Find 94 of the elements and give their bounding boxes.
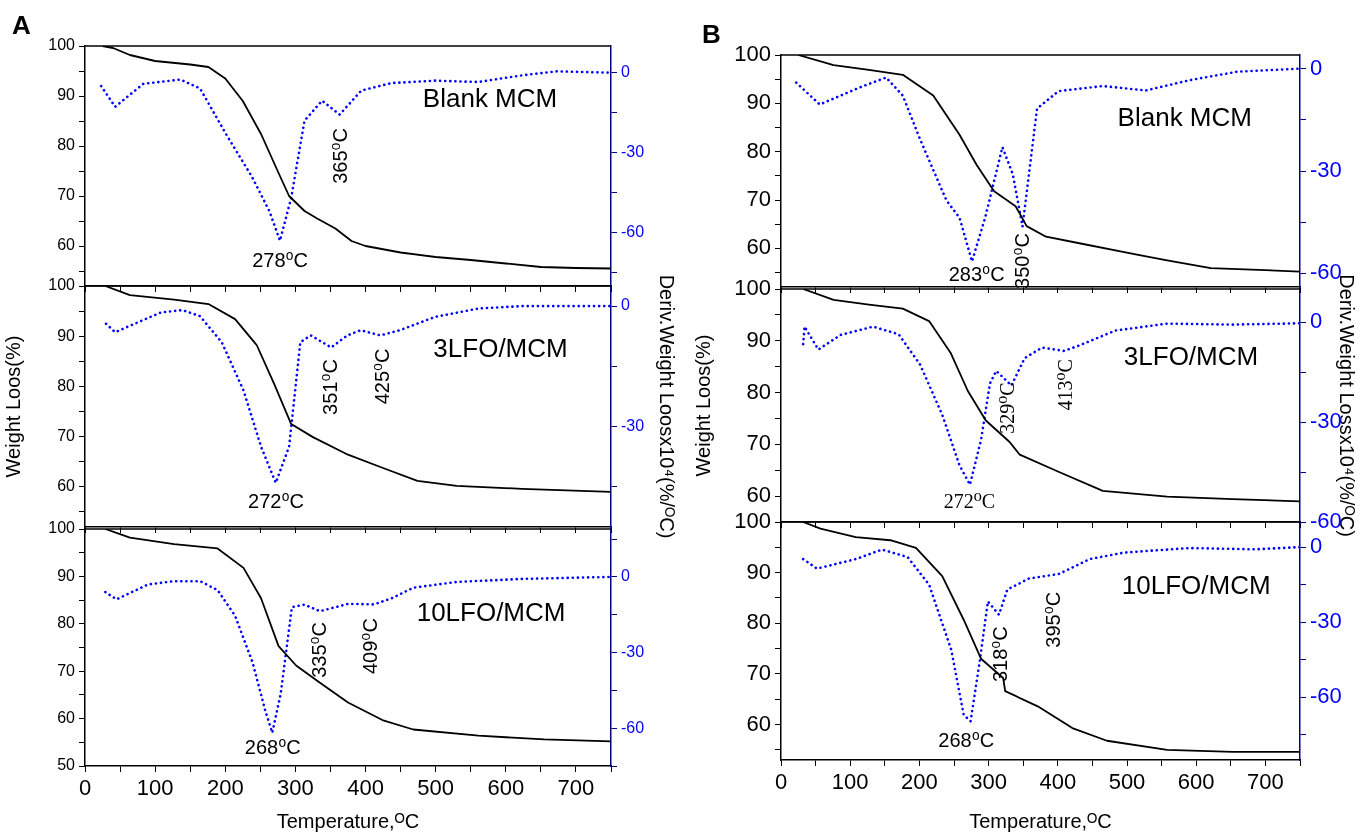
x-tick-label: 600: [1177, 769, 1215, 795]
line-series: [99, 70, 611, 242]
y2-tick-label: 0: [621, 63, 630, 81]
x-tick-label: 100: [831, 769, 869, 795]
x-tick-label: 200: [901, 769, 938, 795]
annotation: Blank MCM: [1117, 102, 1252, 133]
y-tick-label: 100: [734, 275, 771, 301]
y-tick-label: 80: [746, 137, 771, 163]
y-axis-title: Weight Loos(%): [1, 335, 24, 478]
annotation: 335⁰C: [307, 621, 330, 678]
annotation: 3LFO/MCM: [433, 332, 568, 363]
annotation: 365⁰C: [328, 128, 351, 184]
y2-tick-label: -60: [621, 223, 645, 241]
chart-title: A: [12, 10, 31, 40]
x-tick-label: 100: [136, 775, 174, 801]
y2-tick-label: 0: [1310, 308, 1323, 334]
y2-tick-label: -60: [621, 718, 645, 736]
annotation: 283⁰C: [948, 263, 1005, 286]
y-tick-label: 60: [57, 236, 76, 254]
annotation: 425⁰C: [370, 348, 393, 405]
y2-tick-label: -30: [1310, 157, 1342, 183]
y-tick-label: 80: [57, 376, 76, 394]
y-tick-label: 70: [57, 661, 76, 679]
annotation: 318⁰C: [988, 626, 1011, 683]
line-series: [801, 545, 1300, 723]
y2-tick-label: 0: [621, 296, 630, 314]
y2-axis-title: Deriv.Weight Loosx10⁴(%/ᴼC): [656, 274, 679, 539]
y-axis-title: Weight Loos(%): [691, 334, 714, 477]
y-tick-label: 90: [57, 86, 76, 104]
y-tick-label: 100: [734, 508, 771, 534]
annotation: Blank MCM: [422, 83, 558, 114]
x-tick-label: 200: [206, 775, 244, 801]
x-tick-label: 0: [78, 775, 92, 801]
y-tick-label: 90: [746, 558, 771, 584]
annotation: 278⁰C: [252, 248, 309, 271]
y-tick-label: 60: [57, 477, 76, 495]
y-tick-label: 80: [746, 378, 771, 404]
y2-tick-label: 0: [1310, 533, 1323, 559]
y-tick-label: 90: [746, 89, 771, 115]
y-tick-label: 80: [746, 609, 771, 635]
annotation: 272⁰C: [248, 490, 304, 513]
y-tick-label: 60: [57, 709, 76, 727]
y-tick-label: 100: [734, 41, 771, 67]
x-tick-label: 0: [774, 769, 788, 795]
annotation: 268⁰C: [244, 736, 301, 759]
y-tick-label: 70: [746, 186, 771, 212]
annotation: 268⁰C: [938, 729, 995, 752]
annotation: 272⁰C: [943, 489, 996, 512]
x-tick-label: 500: [417, 775, 455, 801]
x-axis-title: Temperature,ᴼC: [969, 809, 1112, 832]
x-tick-label: 700: [1247, 769, 1284, 795]
annotation: 409⁰C: [359, 618, 382, 674]
y-tick-label: 70: [746, 659, 771, 685]
y-tick-label: 60: [746, 234, 771, 260]
y2-tick-label: -60: [1310, 683, 1342, 709]
annotation: 351⁰C: [318, 359, 341, 415]
annotation: 329⁰C: [996, 382, 1019, 434]
y-tick-label: 60: [746, 482, 771, 508]
annotation: 10LFO/MCM: [1121, 570, 1271, 601]
y-tick-label: 100: [48, 276, 76, 294]
y2-tick-label: -30: [621, 143, 645, 161]
y-tick-label: 70: [746, 430, 771, 456]
y-tick-label: 80: [57, 614, 76, 632]
x-tick-label: 600: [487, 775, 525, 801]
line-series: [801, 321, 1300, 487]
y-tick-label: 100: [48, 519, 76, 537]
annotation: 3LFO/MCM: [1123, 341, 1259, 372]
y-tick-label: 70: [57, 186, 76, 204]
chart-title: B: [702, 19, 721, 49]
x-axis-title: Temperature,ᴼC: [276, 809, 420, 832]
y-tick-label: 100: [48, 36, 76, 54]
y-tick-label: 90: [57, 326, 76, 344]
y-tick-label: 50: [57, 756, 76, 774]
annotation: 413⁰C: [1054, 359, 1077, 411]
y2-tick-label: -30: [1310, 608, 1342, 634]
y-tick-label: 70: [57, 427, 76, 445]
x-tick-label: 700: [557, 775, 595, 801]
annotation: 395⁰C: [1042, 591, 1065, 648]
y-tick-label: 90: [57, 566, 76, 584]
x-tick-label: 300: [970, 769, 1007, 795]
y2-tick-label: -30: [621, 642, 645, 660]
annotation: 10LFO/MCM: [416, 596, 566, 627]
x-tick-label: 400: [347, 775, 384, 801]
annotation: 350⁰C: [1010, 233, 1033, 289]
y2-tick-label: 0: [621, 567, 630, 585]
x-tick-label: 300: [277, 775, 314, 801]
y-tick-label: 90: [746, 326, 771, 352]
y2-tick-label: 0: [1310, 54, 1323, 80]
x-tick-label: 500: [1108, 769, 1146, 795]
y-tick-label: 60: [746, 710, 771, 736]
x-tick-label: 400: [1039, 769, 1077, 795]
y2-tick-label: -30: [621, 416, 645, 434]
y-tick-label: 80: [57, 136, 76, 154]
line-series: [104, 575, 611, 735]
